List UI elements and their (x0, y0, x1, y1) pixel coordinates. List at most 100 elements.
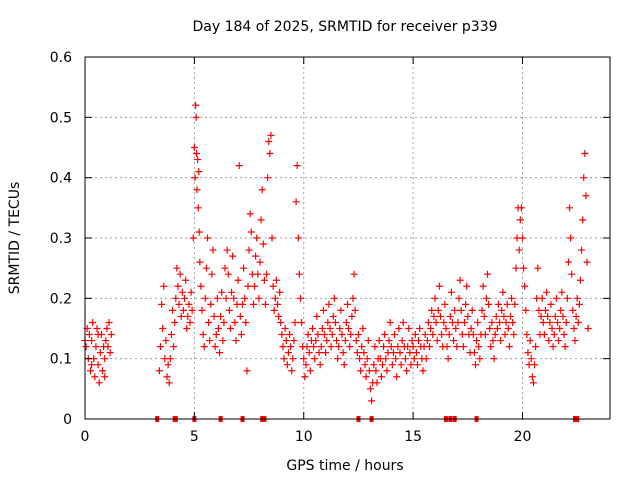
data-point (222, 294, 230, 302)
data-point (476, 355, 484, 363)
data-point (521, 282, 529, 290)
data-point (552, 294, 560, 302)
data-point (416, 325, 424, 332)
data-point (287, 343, 295, 351)
data-point (271, 294, 279, 302)
data-point (326, 325, 334, 332)
data-point (522, 306, 530, 314)
data-point (195, 168, 203, 176)
data-point (453, 343, 461, 351)
data-point (217, 312, 225, 320)
x-tick-label: 15 (404, 429, 422, 445)
data-point (218, 288, 226, 296)
data-point (216, 349, 224, 357)
data-point (199, 331, 207, 339)
data-point (197, 282, 205, 290)
data-point (274, 300, 281, 308)
data-point (410, 355, 418, 363)
data-point (229, 252, 237, 260)
data-point (165, 379, 173, 387)
data-point (365, 367, 373, 375)
data-point (375, 337, 383, 345)
data-point (549, 343, 557, 351)
data-point (396, 349, 404, 357)
data-point (571, 337, 579, 345)
y-tick-label: 0.3 (50, 231, 72, 247)
data-point (510, 331, 518, 339)
data-point (568, 270, 576, 278)
data-point (284, 349, 292, 357)
data-point (579, 216, 587, 224)
data-point (393, 373, 401, 381)
data-point (480, 312, 488, 320)
data-point (207, 300, 215, 308)
data-point (547, 300, 555, 308)
data-point (543, 288, 551, 296)
data-point (377, 373, 385, 381)
data-point (501, 331, 509, 339)
data-point (166, 355, 174, 363)
data-point (204, 234, 211, 242)
data-point (451, 306, 459, 314)
data-point (463, 282, 471, 290)
data-point (441, 300, 449, 308)
data-point (175, 300, 183, 308)
data-point (281, 325, 289, 332)
data-point (397, 361, 405, 369)
data-point (255, 294, 263, 302)
data-point (251, 282, 259, 290)
data-point (479, 282, 487, 290)
data-point (300, 355, 308, 363)
data-point (363, 355, 371, 363)
data-point (582, 192, 590, 200)
y-tick-label: 0 (63, 412, 72, 428)
data-point (184, 312, 192, 320)
data-point (334, 355, 342, 363)
data-point (529, 379, 537, 387)
data-point (275, 312, 283, 320)
data-point (244, 282, 252, 290)
data-point (103, 325, 111, 332)
data-point (455, 294, 463, 302)
data-point (269, 282, 277, 290)
data-point (330, 294, 338, 302)
data-point (339, 349, 347, 357)
data-point (534, 264, 542, 272)
data-point (101, 373, 109, 381)
data-point (566, 204, 574, 212)
data-point (210, 312, 218, 320)
data-point (205, 318, 213, 326)
data-point (496, 318, 504, 326)
data-point (489, 337, 497, 345)
data-point (383, 367, 391, 375)
data-point (386, 318, 394, 326)
data-point (428, 306, 436, 314)
data-point (447, 288, 455, 296)
data-point (426, 343, 434, 351)
data-point (177, 312, 185, 320)
data-point (252, 252, 260, 260)
data-point (380, 343, 388, 351)
data-point (94, 361, 102, 369)
data-point (490, 355, 498, 363)
data-point (488, 318, 496, 326)
data-point (484, 270, 491, 278)
data-point (474, 318, 482, 326)
data-point (188, 306, 196, 314)
data-point (226, 325, 234, 332)
data-point (433, 337, 441, 345)
data-point (351, 306, 359, 314)
data-point (277, 318, 285, 326)
data-point (239, 300, 246, 308)
data-point (94, 331, 102, 339)
data-point (364, 337, 372, 345)
data-point (289, 355, 297, 363)
data-point (170, 343, 178, 351)
data-point (164, 361, 172, 369)
data-point (158, 300, 166, 308)
data-point (280, 355, 288, 363)
data-point (288, 367, 296, 375)
data-point (411, 331, 419, 339)
data-point (438, 331, 446, 339)
data-point (500, 312, 508, 320)
